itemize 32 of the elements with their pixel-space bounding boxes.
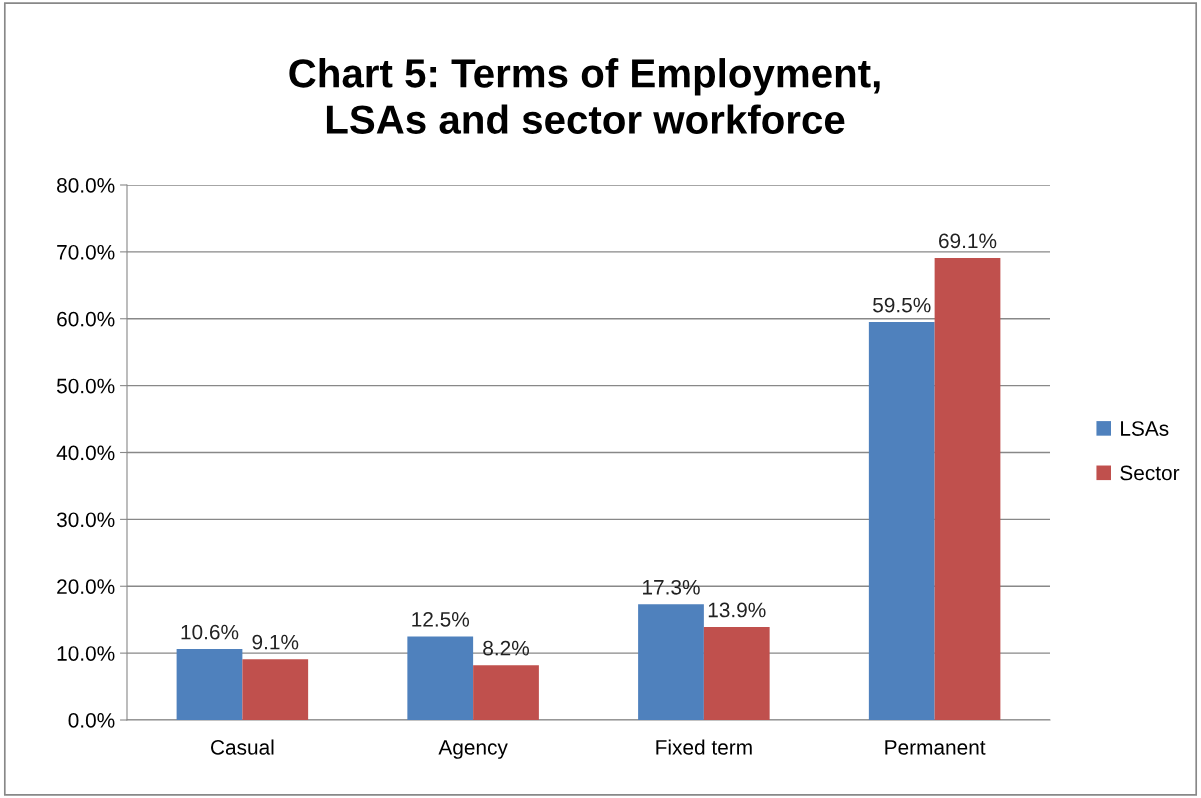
- data-label: 13.9%: [708, 602, 766, 618]
- y-tick-label: 40.0%: [56, 445, 115, 461]
- data-label: 17.3%: [643, 579, 700, 595]
- y-tick-label: 0.0%: [68, 713, 115, 728]
- y-tick-label: 80.0%: [57, 178, 115, 193]
- data-label: 10.6%: [181, 624, 239, 640]
- x-tick-label: Casual: [211, 739, 274, 755]
- x-tick-label: Agency: [438, 740, 508, 759]
- bar: [473, 665, 539, 720]
- data-label: 12.5%: [412, 611, 470, 627]
- y-tick-label: 50.0%: [56, 378, 115, 394]
- y-tick-label: 30.0%: [56, 512, 115, 528]
- data-label: 69.1%: [939, 233, 997, 249]
- data-label: 59.5%: [873, 297, 931, 313]
- x-tick-label: Permanent: [885, 740, 986, 755]
- bar: [407, 636, 474, 720]
- legend-label: LSAs: [1121, 421, 1169, 436]
- y-tick-label: 60.0%: [57, 311, 115, 327]
- chart-title: Chart 5: Terms of Employment, LSAs and sector workforce: [289, 58, 880, 134]
- data-label: 9.1%: [252, 634, 299, 650]
- bar: [934, 257, 1001, 720]
- legend-label: Sector: [1120, 465, 1180, 481]
- bar: [638, 604, 704, 720]
- bar: [242, 659, 309, 720]
- bar: [703, 627, 770, 720]
- y-tick-label: 70.0%: [57, 244, 115, 260]
- y-tick-label: 20.0%: [57, 579, 115, 594]
- bar: [176, 649, 243, 720]
- x-tick-label: Fixed term: [656, 739, 752, 755]
- data-label: 8.2%: [483, 640, 530, 656]
- bar: [868, 322, 935, 720]
- y-tick-label: 10.0%: [57, 646, 115, 661]
